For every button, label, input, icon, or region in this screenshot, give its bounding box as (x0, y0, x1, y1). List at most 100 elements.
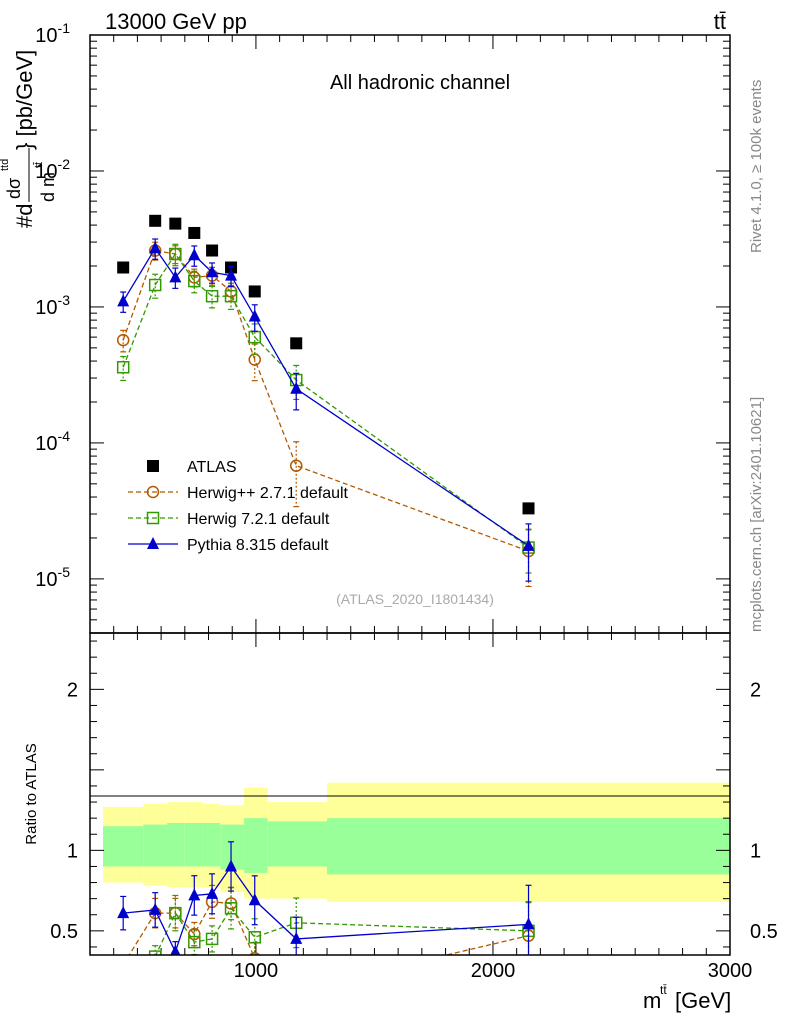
x-tick-label: 3000 (708, 960, 753, 982)
header-process-label: tt̄ (714, 9, 726, 34)
data-point-square (116, 361, 130, 374)
mcplots-label: mcplots.cern.ch [arXiv:2401.10621] (748, 397, 765, 632)
ratio-y-tick-label: 0.5 (50, 921, 78, 943)
legend-label: Herwig 7.2.1 default (187, 511, 330, 528)
ratio-point-square (169, 906, 182, 920)
data-point-square (224, 289, 238, 303)
data-point-square (188, 274, 201, 288)
ratio-y-tick-label: 2 (67, 679, 78, 701)
x-tick-label: 1000 (234, 960, 279, 982)
data-point-triangle (225, 268, 238, 281)
y-axis-label: #d dσ ttd d m tt̄ } [pb/GeV] (0, 50, 58, 228)
ratio-series-group (117, 841, 535, 996)
data-point-triangle (206, 265, 219, 278)
data-point-data (169, 217, 182, 230)
y-tick-label: 10-1 (35, 20, 70, 47)
ratio-band-inner (184, 822, 203, 867)
ratio-line-circle (128, 901, 529, 955)
legend-marker-square (146, 511, 160, 525)
ratio-band-inner (244, 818, 268, 873)
rivet-version-label: Rivet 4.1.0, ≥ 100k events (748, 80, 765, 253)
svg-text:} [pb/GeV]: } [pb/GeV] (12, 50, 37, 150)
svg-text:d m: d m (38, 172, 58, 202)
data-point-square (205, 289, 219, 303)
y-tick-label: 10-4 (35, 428, 70, 455)
y-tick-label: 10-5 (35, 564, 70, 591)
data-point-triangle (149, 241, 162, 254)
ratio-y-tick-label-right: 2 (750, 679, 761, 701)
svg-text:ttd: ttd (0, 159, 11, 171)
ratio-band-inner (220, 824, 245, 870)
x-axis-label: m tt̄ [GeV] (643, 983, 731, 1013)
data-point-triangle (117, 294, 130, 307)
data-point-data (248, 285, 261, 298)
ratio-point-triangle (290, 931, 303, 944)
ratio-point-square (248, 931, 261, 944)
ratio-point-triangle (206, 886, 219, 899)
ratio-point-square (224, 902, 238, 915)
ratio-band-inner (202, 822, 221, 867)
main-panel: 10-510-410-310-210-1 All hadronic channe… (0, 20, 731, 634)
svg-text:m: m (643, 988, 661, 1013)
data-point-data (522, 502, 535, 515)
data-point-circle (289, 459, 303, 472)
ratio-band-inner (267, 821, 328, 867)
x-tick-label: 2000 (471, 960, 516, 982)
ratio-point-square (188, 935, 201, 949)
ratio-band-inner (143, 824, 168, 867)
data-point-data (188, 226, 201, 239)
ratio-point-triangle (225, 859, 238, 872)
ratio-point-triangle (170, 944, 181, 955)
header-energy-label: 13000 GeV pp (105, 9, 247, 34)
data-point-data (117, 261, 130, 274)
svg-text:tt̄: tt̄ (33, 162, 45, 168)
svg-text:[GeV]: [GeV] (675, 988, 731, 1013)
legend-label: Pythia 8.315 default (187, 537, 329, 554)
svg-text:#d: #d (12, 204, 37, 228)
ratio-point-triangle (248, 893, 261, 906)
ratio-line-square (155, 907, 529, 955)
series-line-circle (122, 249, 529, 552)
series-line-square (122, 252, 529, 549)
legend: ATLAS Herwig++ 2.7.1 default Herwig 7.2.1 … (128, 459, 349, 554)
main-plot-title: All hadronic channel (330, 72, 510, 94)
ratio-band-inner (327, 818, 730, 875)
ratio-point-triangle (117, 906, 130, 919)
data-point-data (290, 337, 303, 350)
data-point-data (206, 244, 219, 257)
ratio-point-circle (118, 959, 129, 970)
legend-label: ATLAS (187, 459, 237, 476)
ratio-band-inner (167, 822, 185, 867)
legend-label: Herwig++ 2.7.1 default (187, 485, 349, 502)
legend-marker-triangle (147, 537, 159, 549)
svg-text:dσ: dσ (4, 178, 24, 199)
svg-text:tt̄: tt̄ (660, 983, 667, 997)
legend-marker-data (147, 460, 159, 472)
data-point-triangle (290, 381, 303, 394)
ratio-point-square (118, 975, 129, 986)
y-tick-label: 10-3 (35, 292, 70, 319)
legend-marker-circle (146, 485, 160, 499)
ratio-point-square (148, 950, 162, 955)
ratio-panel: 1000 2000 3000 0.5 0.5 1 1 2 2 Ratio to ATLAS (23, 632, 778, 996)
ratio-point-circle (291, 985, 302, 996)
ratio-y-tick-label: 1 (67, 840, 78, 862)
ratio-point-triangle (522, 917, 535, 930)
data-point-triangle (522, 538, 535, 551)
data-point-square (169, 247, 182, 261)
data-point-data (149, 214, 162, 227)
data-point-triangle (248, 309, 261, 322)
ratio-y-tick-label-right: 1 (750, 840, 761, 862)
ratio-point-square (205, 932, 219, 946)
data-point-circle (116, 333, 130, 347)
data-point-triangle (188, 248, 201, 261)
ratio-point-triangle (149, 902, 162, 915)
main-plot-frame (89, 34, 731, 634)
analysis-id-label: (ATLAS_2020_I1801434) (336, 591, 494, 607)
ratio-band-inner (103, 826, 144, 867)
data-point-triangle (169, 270, 182, 283)
ratio-point-triangle (188, 888, 201, 901)
ratio-y-tick-label-right: 0.5 (750, 921, 778, 943)
ratio-plot-frame (89, 632, 731, 956)
